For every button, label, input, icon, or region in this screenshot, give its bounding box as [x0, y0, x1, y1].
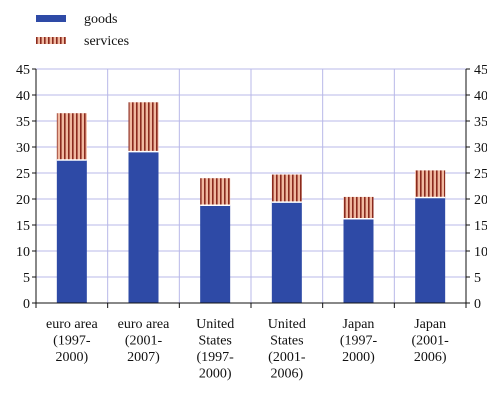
category-label: Japan (1997-2000) — [340, 317, 378, 365]
y-tick-label-left: 20 — [16, 193, 30, 208]
y-tick-label-right: 45 — [474, 63, 487, 78]
bar-goods — [200, 205, 231, 303]
category-label-line: (1997- — [340, 334, 378, 349]
bar-services — [200, 178, 231, 206]
grid — [36, 68, 466, 303]
y-tick-label-right: 30 — [474, 141, 487, 156]
y-tick-label-left: 5 — [23, 271, 30, 286]
y-tick-label-left: 15 — [16, 219, 30, 234]
legend: goods services — [36, 12, 129, 49]
y-tick-label-right: 15 — [474, 219, 487, 234]
y-tick-label-left: 0 — [23, 297, 30, 312]
category-label: euro area (2001-2007) — [118, 317, 170, 365]
bar-services — [343, 196, 374, 219]
category-label-line: States — [270, 334, 303, 349]
y-tick-label-left: 35 — [16, 115, 30, 130]
category-label-line: 2000) — [55, 350, 88, 365]
bar-goods — [56, 160, 87, 303]
y-tick-label-left: 45 — [16, 63, 30, 78]
category-label-line: euro area — [118, 317, 170, 332]
y-tick-label-right: 35 — [474, 115, 487, 130]
y-tick-label-left: 30 — [16, 141, 30, 156]
y-tick-label-right: 5 — [474, 271, 481, 286]
category-label-line: (2001- — [412, 334, 450, 349]
category-label-line: United — [268, 317, 306, 332]
legend-swatch-goods — [36, 15, 66, 22]
category-label-line: Japan — [414, 317, 446, 332]
category-label-line: 2006) — [270, 367, 303, 382]
y-tick-label-right: 0 — [474, 297, 481, 312]
labels: 0 0 5 5 10 10 15 15 20 20 25 25 30 30 35 35 40 40 45 45 euro… — [16, 63, 487, 382]
category-label: euro area (1997-2000) — [46, 317, 98, 365]
axes — [32, 68, 470, 308]
y-tick-label-left: 10 — [16, 245, 30, 260]
legend-label-goods: goods — [84, 12, 117, 27]
category-label: United States (2001- 2006) — [268, 317, 306, 382]
bar-goods — [271, 202, 302, 303]
category-label-line: 2007) — [127, 350, 160, 365]
y-tick-label-left: 40 — [16, 89, 30, 104]
bar-goods — [415, 197, 446, 303]
category-label-line: 2000) — [342, 350, 375, 365]
category-label-line: euro area — [46, 317, 98, 332]
category-label-line: States — [198, 334, 231, 349]
bar-services — [128, 102, 159, 152]
bars — [56, 102, 446, 303]
legend-swatch-services — [36, 37, 66, 44]
category-label-line: 2006) — [414, 350, 447, 365]
legend-label-services: services — [84, 34, 129, 49]
bar-goods — [343, 218, 374, 303]
category-label: United States (1997- 2000) — [196, 317, 234, 382]
y-tick-label-right: 20 — [474, 193, 487, 208]
y-tick-label-left: 25 — [16, 167, 30, 182]
category-label-line: 2000) — [199, 367, 232, 382]
y-tick-label-right: 10 — [474, 245, 487, 260]
category-label-line: (1997- — [53, 334, 91, 349]
category-label-line: Japan — [343, 317, 375, 332]
category-label-line: (2001- — [125, 334, 163, 349]
category-label-line: (1997- — [197, 350, 235, 365]
bar-goods — [128, 151, 159, 303]
category-label-line: United — [196, 317, 234, 332]
category-label: Japan (2001-2006) — [412, 317, 450, 365]
bar-services — [271, 174, 302, 203]
bar-services — [415, 170, 446, 198]
y-tick-label-right: 40 — [474, 89, 487, 104]
bar-services — [56, 113, 87, 160]
y-tick-label-right: 25 — [474, 167, 487, 182]
category-label-line: (2001- — [268, 350, 306, 365]
